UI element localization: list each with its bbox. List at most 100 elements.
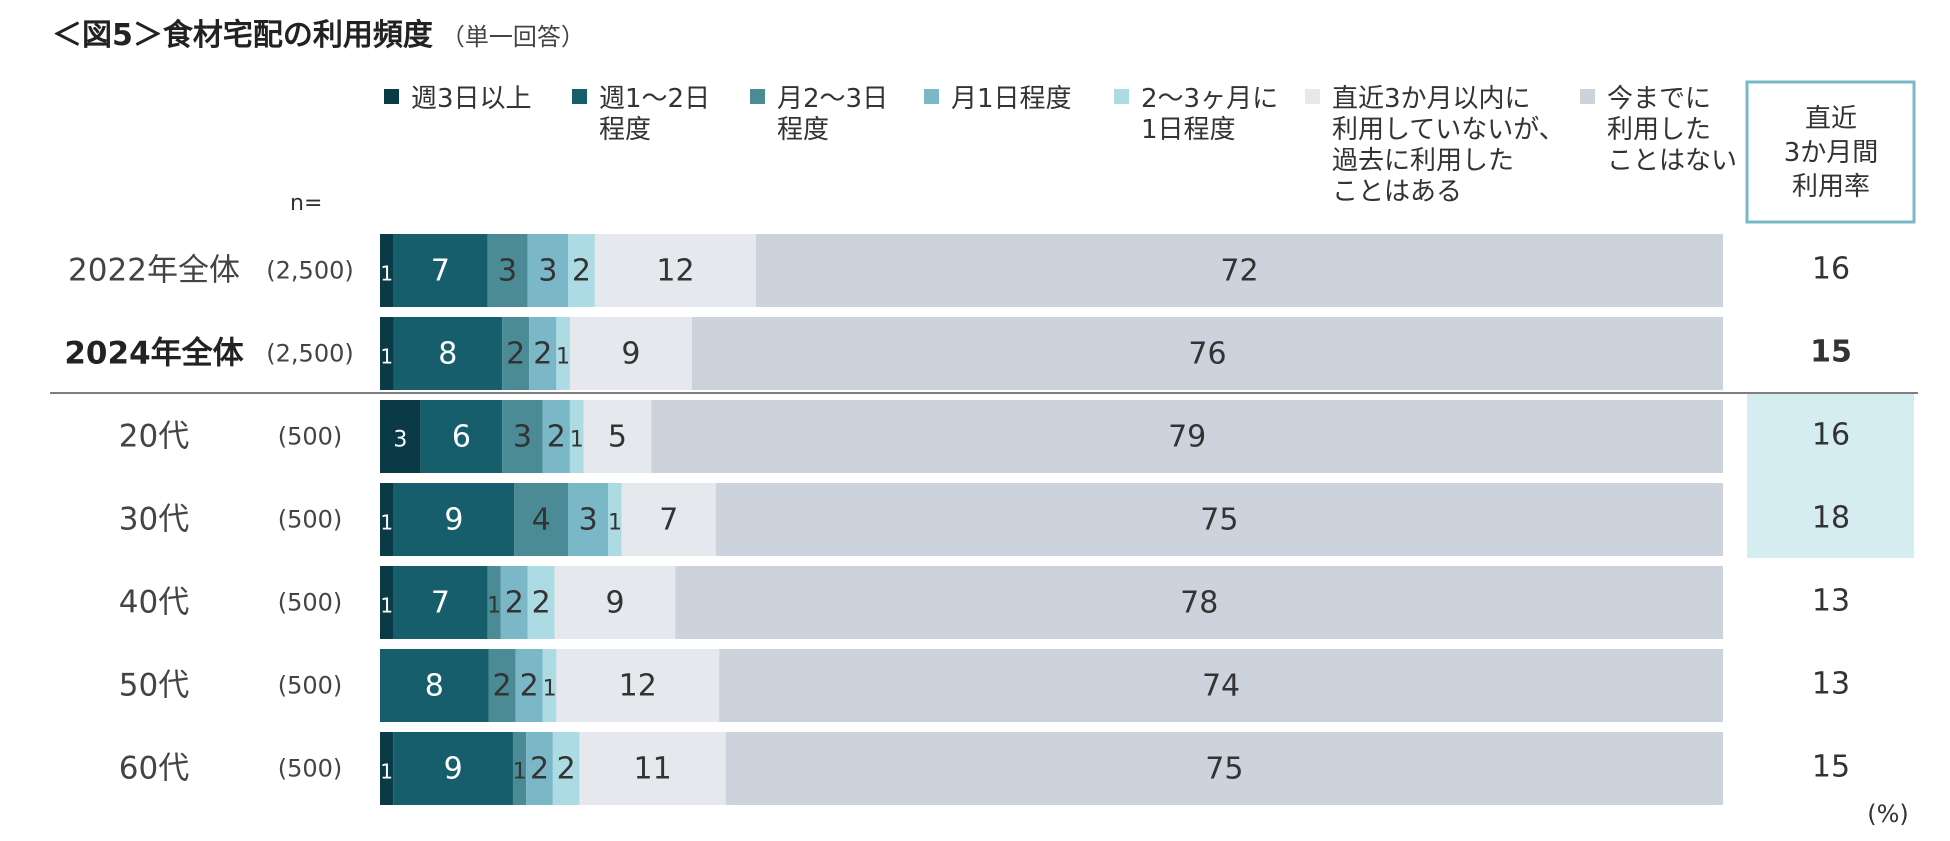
bar-segment	[675, 566, 1724, 639]
data-label: 3	[393, 428, 407, 453]
data-label: 7	[659, 503, 678, 538]
bar-segment	[502, 317, 530, 390]
rate-value: 13	[1812, 667, 1850, 702]
row-n: (2,500)	[266, 340, 353, 368]
data-label: 1	[380, 594, 393, 618]
legend-swatch	[1114, 89, 1129, 104]
rate-value: 13	[1812, 584, 1850, 619]
legend-label: 週1～2日	[599, 84, 710, 114]
rate-value: 18	[1812, 501, 1850, 536]
legend-label: 程度	[777, 115, 829, 145]
rate-highlight	[1747, 475, 1914, 558]
n-label: n=	[290, 191, 322, 216]
row-label: 60代	[119, 751, 189, 787]
bar-segment	[502, 400, 543, 473]
data-label: 9	[444, 752, 463, 787]
row-label: 20代	[119, 419, 189, 455]
bar-segment	[715, 483, 1723, 556]
row-n: (500)	[278, 589, 343, 617]
bar-segment	[554, 566, 676, 639]
data-label: 5	[608, 420, 627, 455]
bar-segment	[725, 732, 1723, 805]
bar-segment	[380, 566, 394, 639]
data-label: 3	[513, 420, 532, 455]
bar-segment	[569, 400, 584, 473]
bar-segment	[393, 234, 488, 307]
legend-label: 今までに	[1607, 84, 1711, 114]
data-label: 75	[1200, 503, 1238, 538]
data-label: 3	[538, 254, 557, 289]
data-label: 79	[1168, 420, 1206, 455]
data-label: 1	[513, 760, 527, 785]
rate-header-label: 利用率	[1792, 172, 1870, 202]
bar-segment	[527, 566, 555, 639]
rate-value: 16	[1812, 418, 1850, 453]
bar-segment	[579, 732, 726, 805]
legend-swatch	[924, 89, 939, 104]
bar-segment	[380, 234, 394, 307]
data-label: 2	[530, 752, 549, 787]
bar-segment	[542, 400, 570, 473]
data-label: 3	[579, 503, 598, 538]
title-block: ＜図5＞食材宅配の利用頻度 （単一回答）	[52, 10, 585, 54]
data-label: 2	[493, 669, 512, 704]
data-label: 1	[543, 677, 557, 702]
bar-segment	[556, 649, 720, 722]
data-label: 78	[1180, 586, 1218, 621]
data-label: 1	[608, 511, 622, 536]
bar-segment	[512, 732, 527, 805]
data-label: 1	[570, 428, 584, 453]
chart-subtitle: （単一回答）	[440, 23, 585, 51]
legend-label: 利用していないが、	[1332, 115, 1565, 145]
data-label: 1	[380, 345, 393, 369]
data-label: 4	[532, 503, 551, 538]
data-label: 1	[380, 262, 393, 286]
data-label: 76	[1188, 337, 1226, 372]
data-label: 7	[431, 254, 450, 289]
data-label: 74	[1202, 669, 1240, 704]
bar-segment	[393, 317, 503, 390]
rate-value: 15	[1810, 335, 1852, 370]
legend-label: 1日程度	[1141, 115, 1236, 145]
bar-segment	[608, 483, 622, 556]
data-label: 1	[380, 760, 393, 784]
bar-segment	[542, 649, 557, 722]
data-label: 9	[621, 337, 640, 372]
bar-segment	[487, 234, 528, 307]
rate-header-label: 直近	[1805, 104, 1857, 134]
data-label: 1	[487, 594, 501, 619]
data-label: 9	[605, 586, 624, 621]
data-label: 3	[498, 254, 517, 289]
bar-segment	[488, 649, 516, 722]
legend-swatch	[572, 89, 587, 104]
rate-header-box	[1745, 80, 1916, 224]
data-label: 1	[380, 511, 393, 535]
bar-segment	[526, 732, 553, 805]
data-label: 9	[444, 503, 463, 538]
data-label: 2	[505, 586, 524, 621]
bar-segment	[568, 483, 609, 556]
row-n: (500)	[278, 672, 343, 700]
data-label: 12	[656, 254, 694, 289]
data-label: 2	[557, 752, 576, 787]
legend-label: 利用した	[1607, 115, 1711, 145]
bar-segment	[380, 649, 489, 722]
bar-segment	[380, 483, 394, 556]
row-label: 30代	[119, 502, 189, 538]
legend-label: 月2～3日	[777, 84, 888, 114]
data-label: 75	[1205, 752, 1243, 787]
data-label: 2	[532, 586, 551, 621]
row-label: 40代	[119, 585, 189, 621]
bar-segment	[527, 234, 569, 307]
bar-segment	[583, 400, 652, 473]
bar-segment	[594, 234, 757, 307]
legend-swatch	[1305, 89, 1320, 104]
bar-segment	[552, 732, 580, 805]
legend-label: 直近3か月以内に	[1332, 84, 1531, 114]
bar-segment	[621, 483, 716, 556]
rate-value: 15	[1812, 750, 1850, 785]
legend-label: 程度	[599, 115, 651, 145]
rate-highlight	[1747, 392, 1914, 475]
data-label: 6	[452, 420, 471, 455]
